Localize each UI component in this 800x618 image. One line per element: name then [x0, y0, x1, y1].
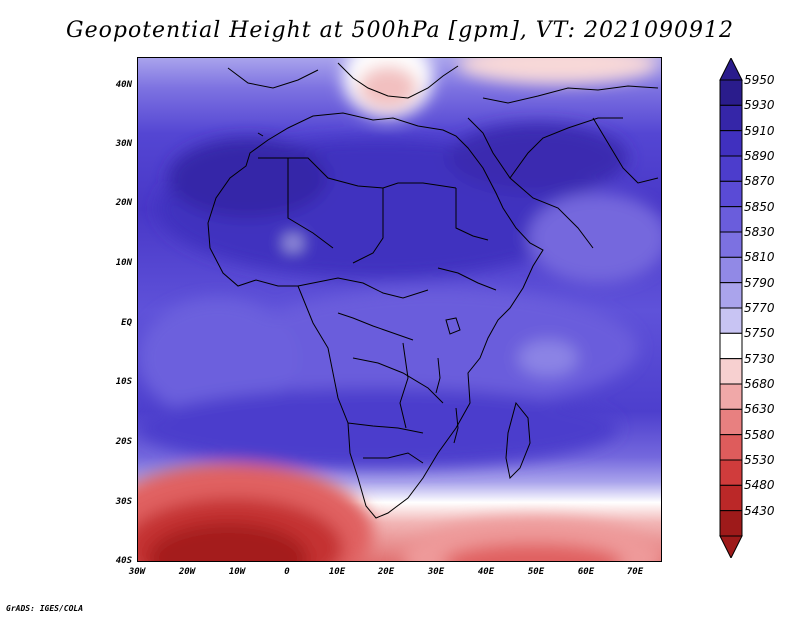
country-boundaries	[207, 62, 659, 519]
geopotential-field	[138, 58, 661, 561]
lon-label-20e: 20E	[377, 567, 395, 577]
lon-label-10e: 10E	[328, 567, 346, 577]
colorbar-cell	[719, 180, 743, 208]
lat-label-40s: 40S	[115, 556, 132, 566]
colorbar-cell	[719, 408, 743, 436]
colorbar-level-label: 5750	[744, 326, 775, 341]
colorbar-level-label: 5480	[744, 478, 775, 493]
chart-title: Geopotential Height at 500hPa [gpm], VT:…	[66, 18, 734, 43]
colorbar-level-label: 5680	[744, 377, 775, 391]
colorbar-level-label: 5630	[744, 402, 775, 417]
colorbar-cell	[719, 79, 743, 106]
lon-label-40e: 40E	[477, 567, 495, 577]
colorbar-cell	[719, 358, 743, 385]
colorbar-level-label: 5950	[744, 73, 775, 87]
colorbar-cell	[719, 434, 743, 461]
colorbar	[719, 58, 743, 558]
colorbar-cell	[719, 256, 743, 284]
colorbar-cell	[719, 484, 743, 512]
colorbar-cell	[719, 104, 743, 132]
colorbar-cell	[719, 459, 743, 486]
colorbar-cell	[719, 510, 743, 537]
lon-label-20w: 20W	[178, 567, 196, 577]
lat-label-40n: 40N	[115, 80, 132, 90]
lat-label-10s: 10S	[115, 377, 132, 387]
lon-label-30w: 30W	[128, 567, 146, 577]
colorbar-level-label: 5830	[744, 225, 775, 239]
colorbar-level-label: 5810	[744, 250, 775, 265]
lat-label-10n: 10N	[115, 258, 132, 268]
colorbar-level-label: 5850	[744, 199, 775, 214]
lon-label-0: 0	[284, 567, 290, 577]
lat-label-30s: 30S	[115, 497, 132, 507]
lon-label-50e: 50E	[527, 567, 545, 577]
grads-credit: GrADS: IGES/COLA	[6, 604, 84, 613]
colorbar-level-label: 5890	[744, 149, 775, 163]
colorbar-top-arrow	[719, 58, 743, 81]
lon-label-70e: 70E	[626, 567, 644, 577]
colorbar-level-label: 5790	[744, 275, 775, 290]
colorbar-cell	[719, 282, 743, 309]
colorbar-cell	[719, 332, 743, 360]
lat-label-30n: 30N	[115, 139, 132, 149]
colorbar-level-label: 5430	[744, 503, 775, 518]
lon-label-30e: 30E	[427, 567, 445, 577]
lat-label-eq: EQ	[121, 318, 132, 328]
colorbar-level-label: 5580	[744, 427, 775, 442]
colorbar-level-label: 5870	[744, 174, 775, 189]
map-panel	[137, 57, 662, 562]
colorbar-level-label: 5930	[744, 98, 775, 113]
colorbar-cell	[719, 383, 743, 410]
colorbar-level-label: 5910	[744, 123, 775, 138]
lon-label-10w: 10W	[228, 567, 246, 577]
colorbar-cell	[719, 307, 743, 334]
colorbar-cell	[719, 231, 743, 258]
lakes	[257, 132, 461, 444]
lat-label-20n: 20N	[115, 198, 132, 208]
colorbar-level-label: 5530	[744, 453, 775, 467]
colorbar-level-label: 5730	[744, 351, 775, 366]
colorbar-bottom-arrow	[719, 535, 743, 558]
colorbar-level-label: 5770	[744, 301, 775, 315]
colorbar-cell	[719, 155, 743, 182]
lon-label-60e: 60E	[577, 567, 595, 577]
lat-label-20s: 20S	[115, 437, 132, 447]
colorbar-cell	[719, 130, 743, 157]
colorbar-cell	[719, 206, 743, 233]
field-blobs	[138, 58, 661, 561]
